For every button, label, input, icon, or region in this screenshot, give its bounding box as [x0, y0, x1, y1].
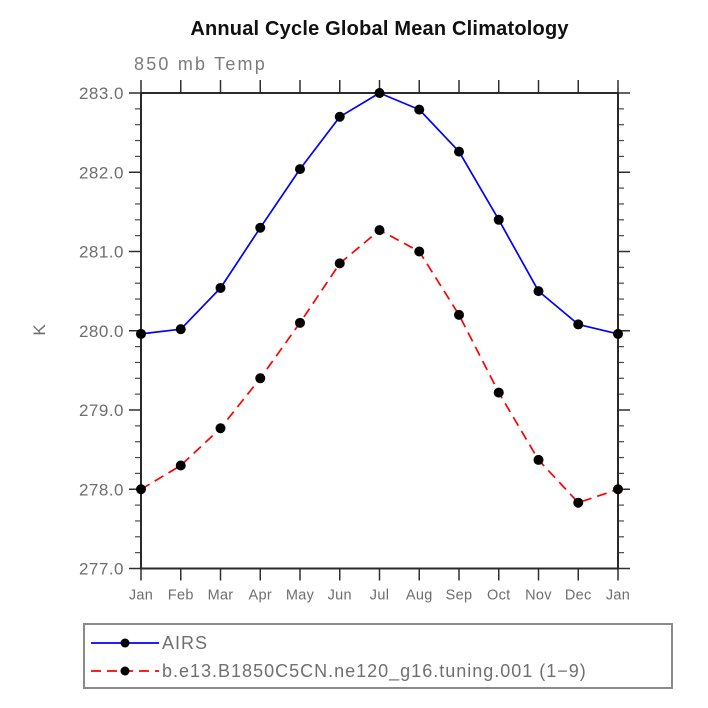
series-airs-line	[140, 92, 619, 335]
x-tick-label: Feb	[168, 588, 194, 604]
series-airs-path	[140, 92, 619, 335]
data-point-marker	[334, 258, 345, 269]
legend-item-model: b.e13.B1850C5CN.ne120_g16.tuning.001 (1−…	[88, 657, 587, 685]
x-tick-label: May	[286, 588, 315, 604]
data-point-marker	[374, 88, 385, 98]
x-tick-label: Mar	[208, 588, 234, 604]
legend-item-airs: AIRS	[88, 629, 208, 657]
data-point-marker	[175, 324, 186, 335]
data-point-marker	[255, 373, 266, 384]
data-point-marker	[414, 246, 425, 257]
y-ticks	[129, 92, 630, 570]
series-b-e13-b1850c5cn-ne12-path	[140, 229, 619, 504]
y-tick-label: 279.0	[79, 401, 124, 420]
series-b-e13-b1850c5cn-ne12-line	[140, 229, 619, 504]
x-tick-labels: Jan Feb Mar Apr May Jun Jul Aug Sep Oct Nov Dec Jan	[129, 588, 630, 604]
data-point-marker	[136, 328, 146, 339]
x-tick-label: Dec	[565, 588, 592, 604]
x-ticks	[140, 80, 619, 581]
legend: AIRS b.e13.B1850C5CN.ne120_g16.tuning.00…	[83, 623, 673, 689]
data-point-marker	[295, 317, 305, 328]
y-tick-labels: 277.0 278.0 279.0 280.0 281.0 282.0 283.0	[79, 84, 124, 579]
y-tick-label: 278.0	[79, 480, 124, 499]
data-point-marker	[493, 214, 504, 225]
data-point-marker	[334, 111, 345, 122]
x-tick-label: Jan	[606, 588, 630, 604]
x-tick-label: Apr	[249, 588, 272, 604]
x-tick-label: Jul	[370, 588, 389, 604]
legend-swatch-airs	[91, 638, 159, 648]
x-tick-label: Jun	[328, 588, 352, 604]
y-tick-label: 281.0	[79, 243, 124, 262]
data-point-marker	[573, 319, 584, 330]
data-point-marker	[175, 460, 186, 471]
data-point-marker	[136, 484, 146, 495]
legend-label-model: b.e13.B1850C5CN.ne120_g16.tuning.001 (1−…	[162, 660, 587, 681]
y-tick-label: 280.0	[79, 322, 124, 341]
data-point-marker	[533, 454, 544, 465]
data-point-marker	[454, 309, 464, 320]
y-tick-label: 282.0	[79, 163, 124, 182]
data-point-marker	[215, 282, 226, 293]
x-tick-label: Oct	[487, 588, 510, 604]
data-point-marker	[533, 286, 544, 297]
data-point-marker	[295, 164, 305, 175]
x-tick-label: Jan	[129, 588, 153, 604]
data-point-marker	[454, 146, 464, 157]
x-tick-label: Sep	[446, 588, 473, 604]
x-tick-label: Aug	[406, 588, 433, 604]
chart-title: Annual Cycle Global Mean Climatology	[190, 18, 569, 40]
data-point-marker	[215, 423, 226, 434]
y-tick-label: 283.0	[79, 84, 124, 103]
y-tick-label: 277.0	[79, 560, 124, 579]
data-point-marker	[255, 222, 266, 233]
data-point-marker	[374, 225, 385, 236]
data-point-marker	[493, 387, 504, 398]
series-airs-markers	[136, 88, 623, 339]
series-b-e13-b1850c5cn-ne12-markers	[136, 225, 623, 508]
data-point-marker	[613, 484, 623, 495]
x-tick-label: Nov	[525, 588, 552, 604]
legend-label-airs: AIRS	[162, 632, 209, 653]
legend-swatch-model	[91, 666, 159, 676]
plot-frame	[140, 92, 619, 570]
data-point-marker	[613, 328, 623, 339]
data-point-marker	[414, 104, 425, 115]
chart-subtitle: 850 mb Temp	[134, 54, 267, 74]
data-point-marker	[573, 497, 584, 508]
